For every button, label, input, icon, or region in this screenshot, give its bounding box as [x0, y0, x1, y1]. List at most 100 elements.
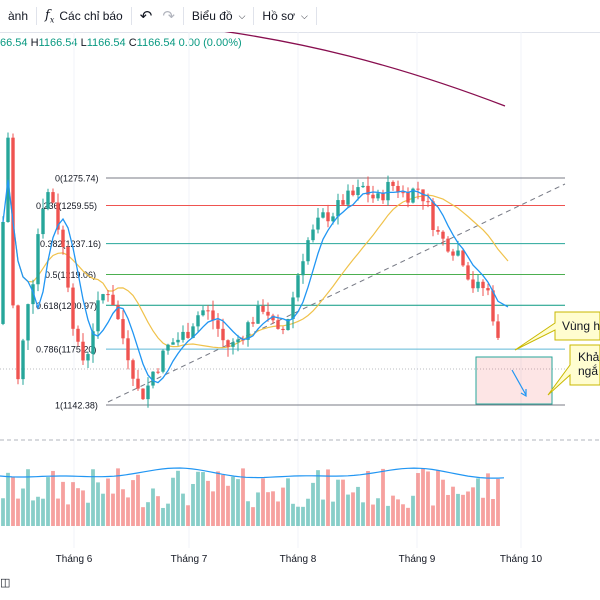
candle-body: [361, 185, 365, 188]
volume-bar: [376, 498, 380, 526]
volume-bar: [486, 473, 490, 526]
candle-body: [176, 339, 180, 343]
volume-bar: [231, 476, 235, 526]
candle-body: [21, 340, 25, 380]
volume-bar: [261, 478, 265, 526]
volume-bar: [96, 482, 100, 526]
volume-bar: [281, 487, 285, 526]
ohlc-change: 0.00 (0.00%): [178, 37, 242, 49]
candle-body: [61, 229, 65, 248]
candle-body: [391, 181, 395, 186]
candle-body: [221, 328, 225, 341]
candle-body: [136, 378, 140, 389]
candle-body: [331, 216, 335, 222]
profile-button[interactable]: Hồ sơ ⌵: [254, 0, 315, 32]
volume-bar: [151, 488, 155, 526]
candle-body: [496, 321, 500, 338]
candle-body: [276, 320, 280, 329]
top-toolbar: ành fx Các chỉ báo ↶ ↷ Biểu đồ ⌵ Hồ sơ ⌵: [0, 0, 600, 33]
candle-body: [101, 294, 105, 301]
candle-body: [366, 185, 370, 195]
target-zone-box[interactable]: [475, 356, 553, 405]
candle-body: [436, 229, 440, 232]
indicators-label: Các chỉ báo: [59, 9, 123, 23]
toolbar-first-item[interactable]: ành: [0, 0, 36, 32]
candle-body: [466, 265, 470, 280]
volume-bar: [196, 471, 200, 526]
volume-bar: [226, 485, 230, 526]
candle-body: [271, 315, 275, 321]
volume-bar: [421, 468, 425, 526]
candle-body: [486, 288, 490, 291]
candle-body: [451, 251, 455, 256]
candle-body: [446, 238, 450, 252]
candle-body: [106, 294, 110, 296]
candle-body: [416, 188, 420, 190]
profile-label: Hồ sơ: [262, 9, 295, 23]
candle-body: [321, 212, 325, 218]
zone-callout-label: Vùng h: [562, 319, 600, 333]
volume-bar: [481, 497, 485, 526]
candle-body: [51, 192, 55, 203]
volume-bars: [1, 468, 500, 526]
candle-body: [491, 290, 495, 322]
volume-bar: [46, 477, 50, 526]
volume-bar: [26, 469, 30, 526]
ohlc-legend: 66.54 H1166.54 L1166.54 C1166.54 0.00 (0…: [0, 37, 242, 49]
candle-body: [296, 275, 300, 298]
chart-type-button[interactable]: Biểu đồ ⌵: [184, 0, 254, 32]
candle-body: [91, 331, 95, 355]
volume-bar: [296, 506, 300, 526]
volume-bar: [476, 478, 480, 526]
candle-body: [46, 192, 50, 209]
candle-body: [281, 328, 285, 331]
chevron-down-icon: ⌵: [238, 10, 246, 21]
volume-bar: [356, 486, 360, 526]
volume-bar: [371, 504, 375, 526]
volume-bar: [111, 493, 115, 526]
x-label-sep: Tháng 9: [398, 554, 436, 565]
candle-body: [411, 188, 415, 203]
candle-body: [406, 192, 410, 203]
toolbar-first-label: ành: [8, 9, 29, 23]
volume-bar: [141, 507, 145, 526]
x-label-aug: Tháng 8: [279, 554, 317, 565]
volume-bar: [31, 500, 35, 526]
fib-level-label: 1(1142.38): [55, 401, 98, 411]
volume-bar: [306, 498, 310, 526]
volume-bar: [101, 493, 105, 526]
fib-level-label: 0.618(1200.97): [36, 301, 97, 311]
time-axis: Tháng 6 Tháng 7 Tháng 8 Tháng 9 Tháng 10: [0, 548, 600, 572]
candle-body: [246, 322, 250, 340]
volume-bar: [1, 498, 5, 526]
undo-redo-group: ↶ ↷: [132, 0, 183, 32]
trend-line[interactable]: [107, 183, 566, 403]
volume-bar: [236, 479, 240, 526]
ohlc-close-key: C: [128, 37, 137, 49]
candle-body: [151, 371, 155, 386]
volume-bar: [336, 479, 340, 526]
redo-icon[interactable]: ↷: [162, 8, 175, 25]
volume-bar: [426, 471, 430, 526]
undo-icon[interactable]: ↶: [139, 8, 153, 25]
ohlc-open-value: 66.54: [0, 37, 28, 49]
candle-body: [76, 328, 80, 342]
volume-bar: [256, 492, 260, 526]
fibonacci-retracement[interactable]: 0(1275.74) 0.236(1259.55) 0.382(1237.16) 0.…: [36, 174, 565, 549]
indicators-button[interactable]: fx Các chỉ báo: [37, 0, 131, 32]
price-chart[interactable]: 0(1275.74) 0.236(1259.55) 0.382(1237.16) 0.…: [0, 32, 600, 548]
calendar-icon[interactable]: ◫: [0, 577, 11, 589]
volume-bar: [466, 491, 470, 526]
forecast-callout-line2: ngắ: [578, 363, 598, 378]
forecast-arrow[interactable]: [511, 369, 527, 396]
forecast-callout[interactable]: Khả ngắ: [547, 344, 600, 396]
ohlc-close-value: 1166.54: [136, 37, 176, 49]
candle-body: [31, 284, 35, 305]
volume-bar: [56, 498, 60, 526]
toolbar-separator: [36, 7, 38, 25]
toolbar-separator: [253, 7, 255, 25]
zone-callout[interactable]: Vùng h: [514, 311, 600, 351]
volume-bar: [6, 472, 10, 526]
volume-bar: [431, 505, 435, 526]
candle-body: [216, 320, 220, 329]
